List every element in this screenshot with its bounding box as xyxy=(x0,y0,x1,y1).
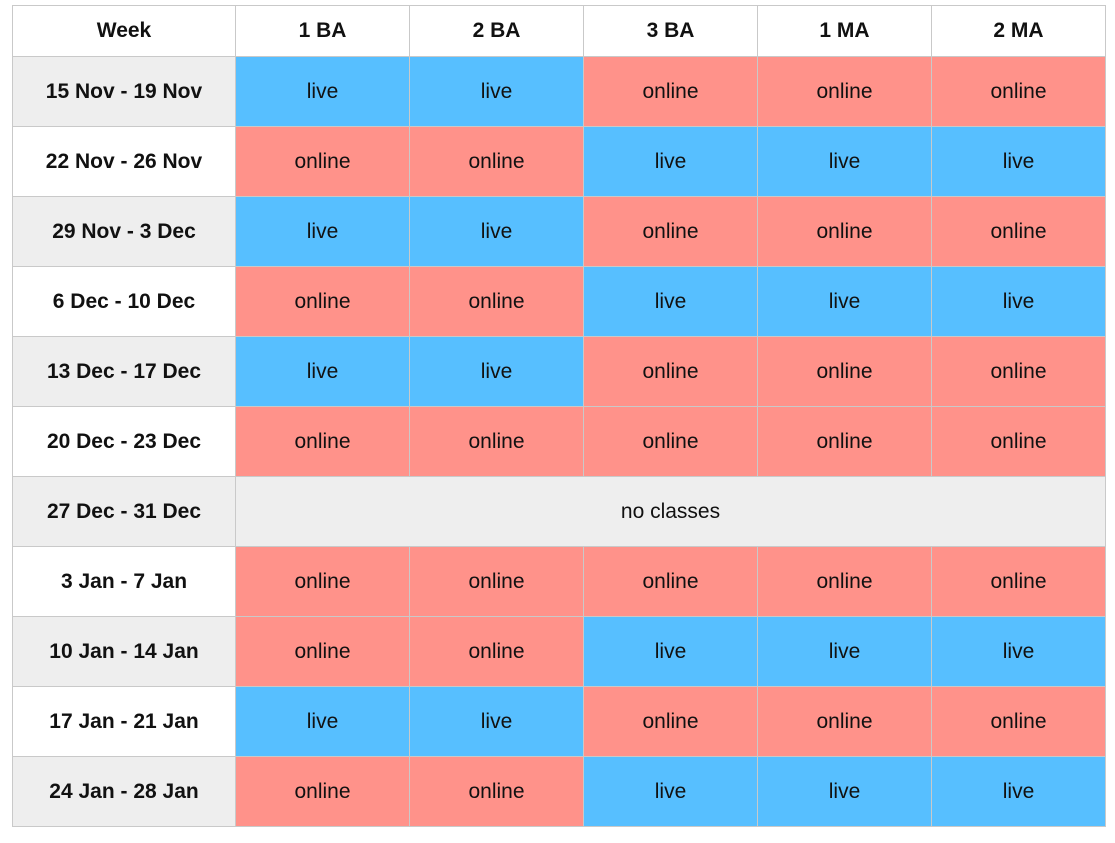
no-classes-cell: no classes xyxy=(235,476,1106,547)
mode-cell: online xyxy=(931,336,1106,407)
mode-cell: online xyxy=(409,546,584,617)
mode-cell: online xyxy=(757,686,932,757)
table-row: 13 Dec - 17 Dec live live online online … xyxy=(12,336,1106,407)
mode-cell: live xyxy=(409,196,584,267)
mode-cell: online xyxy=(757,196,932,267)
mode-cell: online xyxy=(931,546,1106,617)
week-cell: 15 Nov - 19 Nov xyxy=(12,56,236,127)
mode-cell: online xyxy=(757,546,932,617)
week-cell: 29 Nov - 3 Dec xyxy=(12,196,236,267)
mode-cell: online xyxy=(931,56,1106,127)
mode-cell: online xyxy=(931,196,1106,267)
week-cell: 20 Dec - 23 Dec xyxy=(12,406,236,477)
mode-cell: live xyxy=(583,616,758,687)
mode-cell: online xyxy=(583,196,758,267)
mode-cell: live xyxy=(409,686,584,757)
mode-cell: online xyxy=(235,756,410,827)
header-2ma: 2 MA xyxy=(931,5,1106,57)
week-cell: 13 Dec - 17 Dec xyxy=(12,336,236,407)
header-row: Week 1 BA 2 BA 3 BA 1 MA 2 MA xyxy=(12,5,1106,57)
schedule-table: Week 1 BA 2 BA 3 BA 1 MA 2 MA 15 Nov - 1… xyxy=(12,5,1106,827)
mode-cell: online xyxy=(409,756,584,827)
mode-cell: online xyxy=(757,336,932,407)
mode-cell: online xyxy=(931,686,1106,757)
header-3ba: 3 BA xyxy=(583,5,758,57)
mode-cell: online xyxy=(235,126,410,197)
week-cell: 6 Dec - 10 Dec xyxy=(12,266,236,337)
mode-cell: online xyxy=(409,126,584,197)
week-cell: 10 Jan - 14 Jan xyxy=(12,616,236,687)
mode-cell: online xyxy=(409,616,584,687)
mode-cell: online xyxy=(583,686,758,757)
mode-cell: online xyxy=(931,406,1106,477)
mode-cell: online xyxy=(583,56,758,127)
header-week: Week xyxy=(12,5,236,57)
week-cell: 27 Dec - 31 Dec xyxy=(12,476,236,547)
mode-cell: online xyxy=(583,546,758,617)
mode-cell: live xyxy=(931,266,1106,337)
table-row: 3 Jan - 7 Jan online online online onlin… xyxy=(12,546,1106,617)
mode-cell: live xyxy=(583,756,758,827)
mode-cell: live xyxy=(409,336,584,407)
mode-cell: online xyxy=(409,406,584,477)
mode-cell: live xyxy=(757,126,932,197)
mode-cell: live xyxy=(757,266,932,337)
mode-cell: live xyxy=(757,756,932,827)
mode-cell: live xyxy=(235,196,410,267)
table-row: 29 Nov - 3 Dec live live online online o… xyxy=(12,196,1106,267)
week-cell: 22 Nov - 26 Nov xyxy=(12,126,236,197)
table-row: 20 Dec - 23 Dec online online online onl… xyxy=(12,406,1106,477)
mode-cell: online xyxy=(409,266,584,337)
table-row: 24 Jan - 28 Jan online online live live … xyxy=(12,756,1106,827)
table-row: 15 Nov - 19 Nov live live online online … xyxy=(12,56,1106,127)
mode-cell: online xyxy=(235,616,410,687)
mode-cell: live xyxy=(235,336,410,407)
week-cell: 24 Jan - 28 Jan xyxy=(12,756,236,827)
table-row: 22 Nov - 26 Nov online online live live … xyxy=(12,126,1106,197)
mode-cell: live xyxy=(583,266,758,337)
mode-cell: online xyxy=(235,266,410,337)
table-row: 6 Dec - 10 Dec online online live live l… xyxy=(12,266,1106,337)
mode-cell: live xyxy=(931,126,1106,197)
mode-cell: live xyxy=(235,686,410,757)
mode-cell: live xyxy=(757,616,932,687)
week-cell: 17 Jan - 21 Jan xyxy=(12,686,236,757)
table-row: 17 Jan - 21 Jan live live online online … xyxy=(12,686,1106,757)
mode-cell: live xyxy=(931,616,1106,687)
mode-cell: online xyxy=(757,56,932,127)
mode-cell: online xyxy=(757,406,932,477)
mode-cell: online xyxy=(235,546,410,617)
week-cell: 3 Jan - 7 Jan xyxy=(12,546,236,617)
mode-cell: live xyxy=(931,756,1106,827)
mode-cell: online xyxy=(583,336,758,407)
header-2ba: 2 BA xyxy=(409,5,584,57)
table-row: 27 Dec - 31 Dec no classes xyxy=(12,476,1106,547)
mode-cell: live xyxy=(583,126,758,197)
mode-cell: live xyxy=(409,56,584,127)
header-1ma: 1 MA xyxy=(757,5,932,57)
mode-cell: live xyxy=(235,56,410,127)
header-1ba: 1 BA xyxy=(235,5,410,57)
mode-cell: online xyxy=(235,406,410,477)
table-row: 10 Jan - 14 Jan online online live live … xyxy=(12,616,1106,687)
mode-cell: online xyxy=(583,406,758,477)
